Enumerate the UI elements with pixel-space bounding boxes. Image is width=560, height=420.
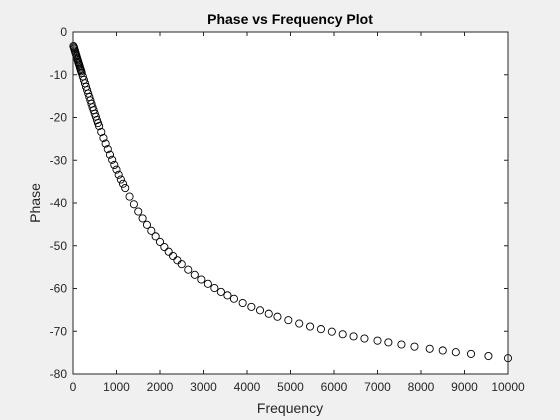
data-point [105, 150, 115, 159]
data-point [112, 165, 121, 174]
data-point [216, 287, 225, 296]
data-point [410, 342, 419, 351]
data-point [264, 309, 273, 318]
data-point [155, 237, 165, 246]
data-point [177, 260, 186, 269]
data-point [327, 327, 336, 336]
data-point [125, 192, 134, 201]
x-tick-label: 10000 [491, 380, 525, 394]
x-tick-label: 0 [70, 380, 77, 394]
y-tick-label: -80 [50, 367, 68, 381]
chart-title: Phase vs Frequency Plot [207, 11, 373, 27]
data-point [184, 265, 193, 274]
data-point [134, 207, 143, 216]
data-point [114, 170, 123, 179]
data-point [397, 340, 406, 349]
data-point [138, 214, 147, 223]
data-point [168, 251, 178, 261]
y-tick-label: -50 [50, 239, 68, 253]
x-tick-label: 8000 [408, 380, 435, 394]
data-point [451, 348, 460, 357]
data-point [210, 284, 219, 293]
data-point [151, 232, 160, 241]
data-point [247, 302, 256, 311]
data-point [190, 270, 199, 279]
y-tick-label: -60 [50, 282, 68, 296]
data-point [101, 139, 110, 148]
y-tick-label: -70 [50, 324, 68, 338]
x-tick-label: 6000 [321, 380, 348, 394]
data-point [97, 127, 106, 137]
data-point [197, 275, 206, 284]
data-point [360, 334, 369, 343]
data-point [118, 179, 128, 188]
x-tick-label: 9000 [451, 380, 478, 394]
x-tick-label: 7000 [364, 380, 391, 394]
x-tick-label: 1000 [103, 380, 130, 394]
data-point [99, 133, 108, 143]
data-point [466, 349, 476, 358]
axis-ticks: 0 1000 2000 3000 4000 5000 6000 7000 8000 9000 100… [50, 25, 525, 394]
data-point [316, 325, 326, 334]
data-point [229, 294, 238, 303]
data-point [95, 122, 104, 131]
data-point [306, 322, 315, 331]
data-point [110, 160, 119, 170]
data-point [160, 242, 169, 252]
data-point [425, 344, 434, 353]
y-tick-label: -30 [50, 153, 68, 167]
x-tick-label: 4000 [234, 380, 261, 394]
data-point [284, 316, 293, 325]
data-point [295, 319, 304, 328]
data-point [121, 183, 130, 193]
data-point [255, 306, 265, 315]
data-point [103, 145, 112, 154]
x-axis-label: Frequency [257, 400, 323, 416]
x-tick-label: 2000 [147, 380, 174, 394]
y-tick-label: -10 [50, 68, 68, 82]
data-point [384, 338, 393, 347]
data-point [373, 336, 382, 345]
y-tick-label: -20 [50, 111, 68, 125]
data-point [147, 226, 156, 235]
data-point [438, 346, 447, 355]
data-point [223, 291, 232, 300]
data-point [273, 312, 282, 321]
data-point [338, 330, 347, 339]
data-point [129, 200, 138, 209]
data-point [164, 247, 173, 256]
data-point [108, 155, 117, 164]
data-point [203, 279, 212, 288]
data-point [484, 351, 493, 361]
y-tick-label: -40 [50, 196, 68, 210]
y-tick-label: 0 [60, 25, 67, 39]
y-axis-label: Phase [27, 183, 43, 223]
x-tick-label: 3000 [190, 380, 217, 394]
x-tick-label: 5000 [277, 380, 304, 394]
data-point [116, 175, 125, 184]
data-point [142, 220, 151, 229]
data-point [238, 298, 247, 308]
axes-box [72, 31, 509, 375]
data-point [349, 332, 358, 341]
